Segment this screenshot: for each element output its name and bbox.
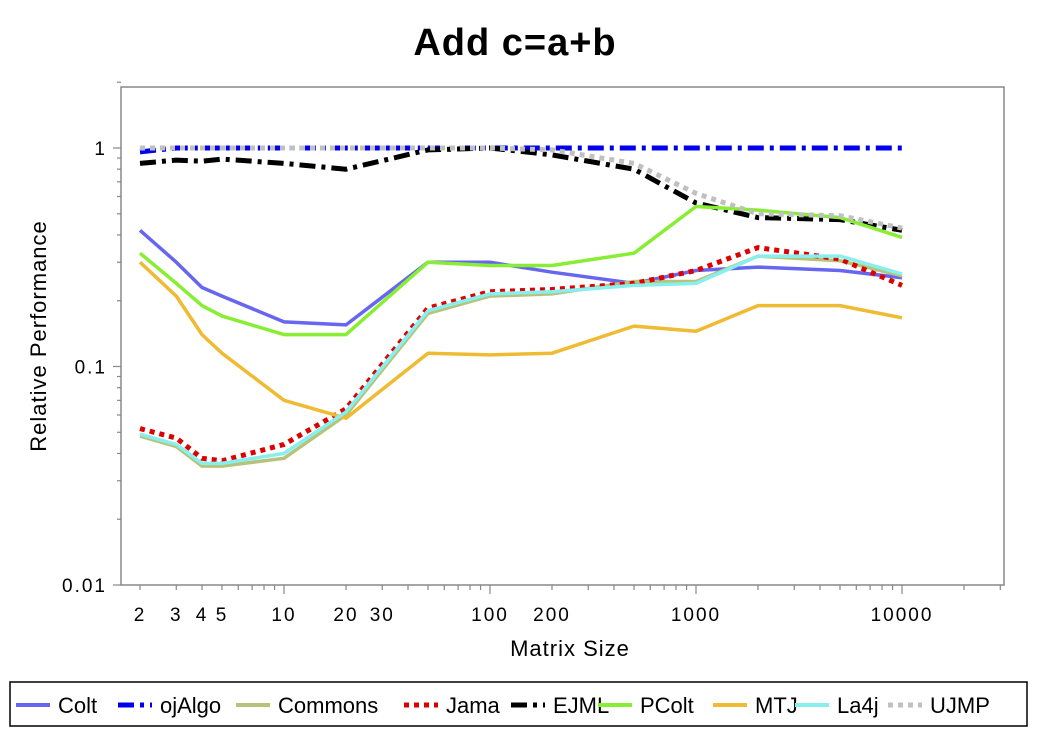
x-tick-label: 10 <box>271 605 296 626</box>
series-line-commons <box>139 254 903 468</box>
x-tick-label: 3 <box>170 605 183 626</box>
x-axis-label: Matrix Size <box>510 636 630 661</box>
legend-label-pcolt: PColt <box>640 693 694 718</box>
x-tick-label: 1000 <box>671 605 721 626</box>
x-tick-label: 30 <box>370 605 395 626</box>
x-tick-label: 100 <box>471 605 509 626</box>
y-tick-label: 0.1 <box>75 358 107 379</box>
x-axis: 2 3 4 5 10 20 30 100 200 1000 10000 <box>134 585 1001 626</box>
y-axis: 0.01 0.1 1 <box>62 81 121 597</box>
series-line-colt <box>138 228 903 327</box>
legend-label-colt: Colt <box>58 693 97 718</box>
y-tick-label: 0.01 <box>62 576 107 597</box>
legend-label-mtj: MTJ <box>755 693 798 718</box>
x-tick-label: 4 <box>196 605 209 626</box>
series-line-la4j <box>139 254 903 466</box>
plot-frame <box>120 86 1005 586</box>
legend-label-ojalgo: ojAlgo <box>160 693 221 718</box>
series-line-pcolt <box>138 204 903 337</box>
y-axis-label: Relative Performance <box>26 220 51 452</box>
series-line-mtj <box>138 260 903 420</box>
x-tick-label: 2 <box>134 605 147 626</box>
series-lines <box>138 145 903 468</box>
chart-title: Add c=a+b <box>413 22 616 64</box>
x-tick-label: 200 <box>533 605 571 626</box>
x-tick-label: 10000 <box>871 605 934 626</box>
x-tick-label: 5 <box>216 605 229 626</box>
y-tick-label: 1 <box>94 139 107 160</box>
legend-label-la4j: La4j <box>837 693 879 718</box>
legend-label-ujmp: UJMP <box>930 693 990 718</box>
series-line-ojalgo <box>139 145 902 155</box>
x-tick-label: 20 <box>333 605 358 626</box>
series-line-ejml <box>139 145 903 233</box>
series-line-jama <box>139 245 903 464</box>
legend-label-commons: Commons <box>278 693 378 718</box>
legend-label-jama: Jama <box>446 693 501 718</box>
legend: Colt ojAlgo Commons Jama EJML PColt MTJ La4j UJM… <box>16 693 990 718</box>
